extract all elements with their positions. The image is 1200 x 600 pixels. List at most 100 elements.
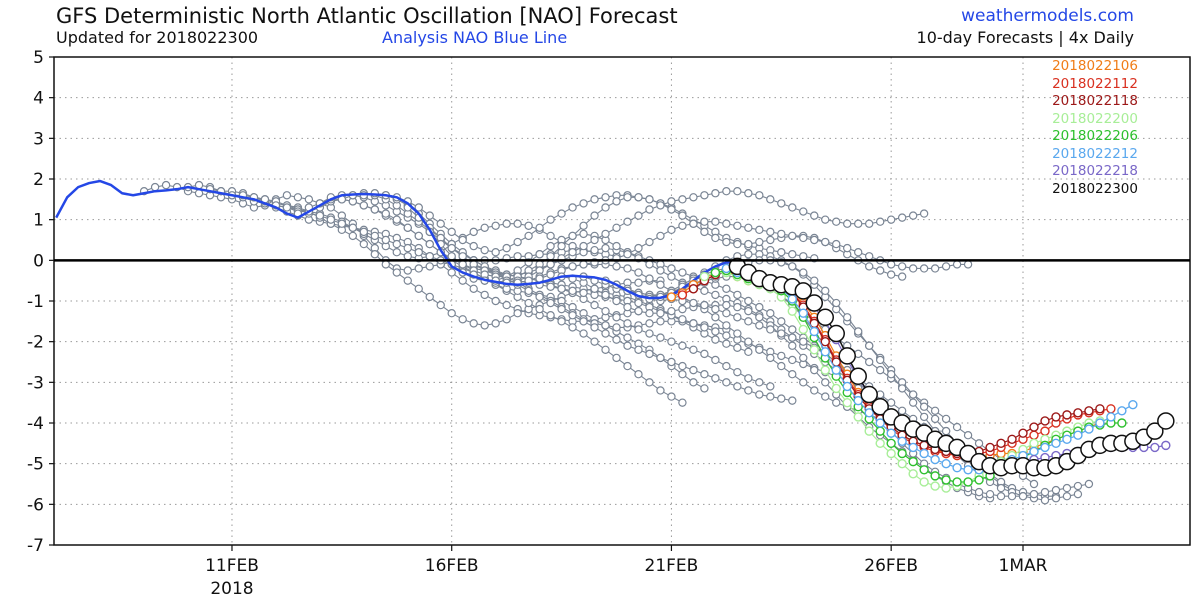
series-point — [447, 227, 456, 237]
series-point — [590, 300, 599, 310]
series-point — [711, 355, 720, 365]
series-point — [1051, 438, 1061, 449]
series-point — [557, 317, 566, 326]
series-point — [612, 353, 621, 363]
series-point — [612, 313, 621, 322]
series-point — [502, 243, 511, 253]
series-point — [744, 189, 753, 198]
legend-entry: 2018022112 — [1052, 75, 1138, 92]
series-point — [1040, 416, 1050, 426]
latest-forecast-series — [728, 257, 1175, 477]
series-point — [853, 395, 863, 406]
series-point — [1029, 489, 1039, 499]
series-point — [1095, 418, 1105, 428]
series-point — [722, 300, 731, 310]
series-point — [722, 284, 731, 293]
series-point — [798, 324, 808, 335]
series-point — [821, 392, 830, 401]
series-point — [821, 237, 830, 247]
series-point — [755, 237, 764, 247]
series-point — [458, 315, 467, 324]
series-point — [370, 250, 380, 259]
series-point — [799, 268, 808, 277]
legend-entry: 2018022300 — [1052, 180, 1138, 197]
series-point — [425, 211, 434, 220]
series-point — [1073, 489, 1083, 499]
series-point — [403, 252, 412, 261]
series-point — [788, 325, 797, 334]
series-point — [645, 329, 654, 338]
series-point — [425, 252, 434, 261]
series-point — [491, 296, 500, 306]
series-point — [930, 454, 940, 465]
series-point — [689, 298, 698, 308]
series-point — [766, 353, 775, 363]
series-point — [326, 215, 336, 224]
series-point — [996, 492, 1006, 501]
series-point — [348, 231, 358, 241]
series-point — [930, 414, 940, 424]
series-point — [645, 309, 654, 318]
series-point — [480, 290, 489, 300]
series-point — [590, 211, 599, 220]
series-point — [919, 402, 929, 411]
series-point — [733, 221, 742, 230]
series-point — [766, 325, 775, 334]
series-line — [407, 207, 837, 377]
series-point — [820, 336, 830, 347]
series-point — [941, 458, 951, 469]
series-point — [161, 180, 171, 190]
series-line — [561, 276, 991, 499]
series-point — [985, 442, 995, 453]
series-point — [579, 241, 588, 251]
series-point — [919, 448, 929, 459]
series-point — [458, 260, 467, 269]
series-point — [930, 471, 940, 481]
x-tick-sublabel: 2018 — [210, 579, 253, 599]
series-point — [722, 309, 731, 318]
series-point — [897, 272, 907, 281]
series-point — [831, 383, 841, 394]
site-link[interactable]: weathermodels.com — [961, 6, 1134, 26]
series-point — [601, 329, 610, 338]
series-point — [579, 317, 588, 326]
series-point — [469, 227, 478, 237]
series-point — [524, 221, 533, 230]
series-point — [799, 252, 808, 261]
series-point — [952, 260, 962, 269]
series-point — [634, 243, 643, 253]
series-point — [810, 211, 819, 220]
series-point — [568, 311, 577, 320]
series-point — [612, 323, 621, 332]
series-point — [590, 245, 599, 255]
series-point — [469, 319, 478, 328]
series-point — [1029, 446, 1039, 457]
series-point — [469, 284, 478, 293]
series-point — [897, 213, 907, 222]
series-point — [381, 260, 390, 269]
series-point — [941, 262, 951, 271]
series-point — [952, 422, 962, 432]
series-point — [842, 381, 852, 392]
series-point — [766, 227, 775, 237]
series-point — [908, 469, 918, 479]
series-point — [996, 483, 1006, 493]
series-point — [722, 186, 731, 196]
series-line — [253, 196, 683, 404]
series-point — [359, 201, 369, 210]
series-line — [363, 192, 793, 402]
series-point — [941, 414, 951, 424]
series-point — [590, 323, 599, 332]
series-point — [689, 378, 698, 387]
series-point — [755, 313, 764, 322]
chart-grid — [54, 57, 1190, 545]
series-point — [337, 219, 347, 228]
series-point — [744, 317, 753, 326]
series-point — [963, 431, 973, 440]
series-point — [733, 329, 742, 338]
series-point — [941, 475, 951, 485]
series-point — [359, 239, 369, 249]
series-point — [897, 448, 907, 459]
series-point — [766, 382, 775, 391]
x-tick-label: 16FEB — [425, 556, 479, 576]
